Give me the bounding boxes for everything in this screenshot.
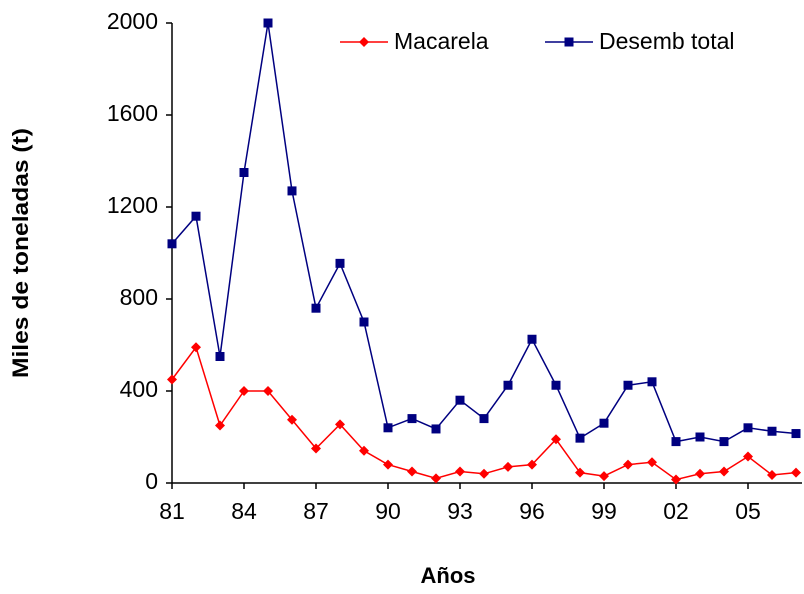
point-marker [191, 342, 201, 353]
point-marker [575, 467, 585, 478]
point-marker [623, 459, 633, 470]
point-marker [671, 437, 681, 447]
x-tick-label: 96 [519, 498, 545, 524]
x-tick-label: 90 [375, 498, 401, 524]
point-marker [599, 418, 609, 428]
y-tick-label: 2000 [107, 8, 158, 34]
x-axis-title: Años [421, 563, 476, 588]
point-marker [335, 258, 345, 268]
point-marker [407, 466, 417, 477]
point-marker [359, 37, 369, 47]
point-marker [767, 469, 777, 480]
point-marker [479, 468, 489, 479]
point-marker [527, 459, 537, 470]
point-marker [191, 211, 201, 221]
point-marker [311, 443, 321, 454]
point-marker [564, 37, 574, 47]
point-marker [215, 352, 225, 361]
point-marker [239, 386, 249, 396]
y-axis-title: Miles de toneladas (t) [8, 128, 33, 378]
point-marker [431, 473, 441, 484]
point-marker [527, 334, 537, 344]
point-marker [263, 386, 273, 396]
point-marker [215, 420, 225, 431]
point-marker [479, 414, 489, 424]
point-marker [263, 18, 273, 28]
point-marker [359, 445, 369, 456]
point-marker [167, 239, 177, 249]
x-tick-label: 99 [591, 498, 617, 524]
y-tick-label: 400 [120, 376, 158, 402]
point-marker [455, 466, 465, 477]
point-marker [359, 317, 369, 327]
point-marker [671, 474, 681, 485]
point-marker [239, 168, 249, 177]
point-marker [695, 468, 705, 479]
point-marker [455, 395, 465, 405]
x-tick-label: 81 [159, 498, 185, 524]
point-marker [575, 433, 585, 443]
point-marker [383, 459, 393, 470]
point-marker [719, 466, 729, 477]
point-marker [599, 471, 609, 482]
y-tick-label: 800 [120, 284, 158, 310]
x-tick-label: 87 [303, 498, 329, 524]
series-line [171, 22, 797, 443]
x-tick-label: 84 [231, 498, 257, 524]
point-marker [791, 467, 801, 478]
point-marker [383, 423, 393, 433]
point-marker [719, 437, 729, 447]
legend-label: Desemb total [599, 28, 735, 54]
point-marker [695, 432, 705, 442]
point-marker [647, 377, 657, 387]
point-marker [431, 424, 441, 434]
point-marker [743, 451, 753, 462]
point-marker [287, 186, 297, 196]
point-marker [743, 423, 753, 433]
point-marker [503, 461, 513, 472]
point-marker [551, 434, 561, 445]
point-marker [407, 414, 417, 424]
point-marker [503, 380, 513, 390]
point-marker [167, 374, 177, 385]
point-marker [311, 303, 321, 313]
point-marker [791, 429, 801, 439]
x-tick-label: 02 [663, 498, 689, 524]
x-tick-label: 05 [735, 498, 761, 524]
y-tick-label: 1200 [107, 192, 158, 218]
series-line [171, 345, 797, 481]
point-marker [551, 380, 561, 390]
point-marker [335, 419, 345, 430]
y-tick-label: 1600 [107, 100, 158, 126]
point-marker [623, 380, 633, 390]
point-marker [647, 457, 657, 468]
point-marker [287, 414, 297, 425]
legend-label: Macarela [394, 28, 489, 54]
x-tick-label: 93 [447, 498, 473, 524]
y-tick-label: 0 [145, 468, 158, 494]
point-marker [767, 426, 777, 436]
